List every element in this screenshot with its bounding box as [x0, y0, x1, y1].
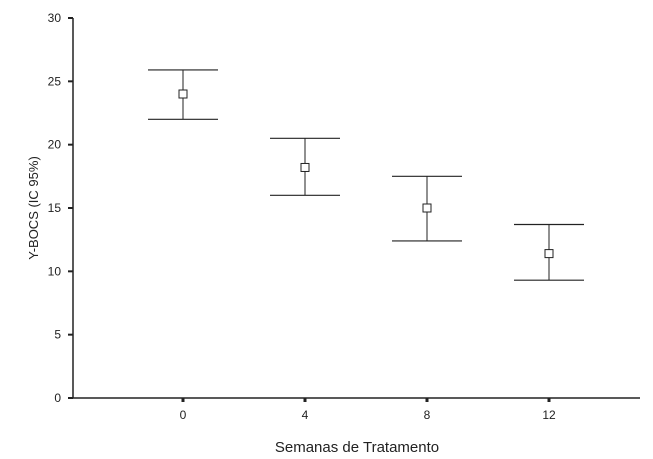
- x-tick-label: 0: [180, 408, 187, 422]
- y-ticks: 0 5 10 15 20 25 30: [48, 11, 73, 405]
- error-bar-series: [148, 69, 584, 281]
- x-tick-label: 8: [424, 408, 431, 422]
- y-tick-label: 0: [54, 391, 61, 405]
- axes: [72, 18, 640, 399]
- error-bar-group: [514, 223, 584, 281]
- error-bar-group: [148, 69, 218, 120]
- error-bar-group: [392, 175, 462, 242]
- x-ticks: 0 4 8 12: [180, 398, 556, 422]
- mean-marker: [422, 203, 432, 213]
- y-tick-label: 30: [48, 11, 62, 25]
- y-tick-label: 20: [48, 138, 62, 152]
- x-tick-label: 12: [542, 408, 556, 422]
- y-tick-label: 15: [48, 201, 62, 215]
- mean-marker: [300, 162, 310, 172]
- y-axis-title: Y-BOCS (IC 95%): [26, 156, 41, 260]
- y-tick-label: 10: [48, 264, 62, 278]
- mean-marker: [178, 89, 188, 99]
- y-tick-label: 5: [54, 328, 61, 342]
- error-bar-group: [270, 137, 340, 196]
- mean-marker: [544, 249, 554, 259]
- x-tick-label: 4: [302, 408, 309, 422]
- y-tick-label: 25: [48, 74, 62, 88]
- x-axis-title: Semanas de Tratamento: [275, 439, 439, 456]
